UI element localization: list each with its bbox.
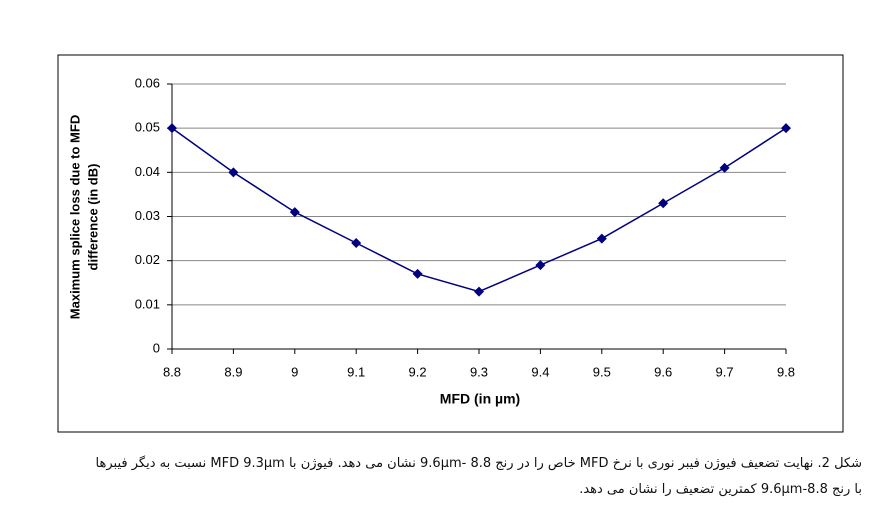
caption-line: با رنج 8.8-9.6µm کمترین تضعیف را نشان می… (579, 482, 862, 497)
y-axis-label: difference (in dB) (85, 164, 100, 271)
marker (535, 260, 546, 271)
marker (781, 123, 791, 134)
marker (474, 286, 484, 297)
x-tick-label: 9 (291, 364, 298, 379)
marker (719, 162, 730, 173)
marker (658, 198, 669, 209)
x-tick-label: 9.3 (470, 364, 488, 379)
series-line (171, 127, 787, 293)
caption-line: شکل 2. نهایت تضعیف فیوژن فیبر نوری با نر… (95, 456, 862, 471)
marker (596, 233, 607, 244)
y-tick-label: 0.04 (135, 164, 160, 179)
marker (351, 238, 362, 248)
y-tick-label: 0.06 (135, 75, 160, 90)
x-tick-label: 9.6 (654, 364, 672, 379)
y-tick-label: 0.03 (135, 208, 160, 223)
y-tick-label: 0 (153, 340, 160, 355)
x-tick-label: 9.8 (777, 364, 795, 379)
x-tick-label: 8.8 (163, 364, 181, 379)
marker (228, 167, 239, 178)
marker (412, 268, 423, 279)
x-axis-label: MFD (in µm) (440, 391, 520, 407)
x-tick-label: 9.4 (531, 364, 549, 379)
x-tick-label: 8.9 (224, 364, 242, 379)
x-tick-label: 9.5 (593, 364, 611, 379)
x-tick-label: 9.2 (409, 364, 427, 379)
chart: MFD (in µm) Maximum splice loss due to M… (57, 54, 844, 433)
chart-frame (57, 54, 844, 433)
marker (167, 123, 177, 134)
x-tick-label: 9.7 (716, 364, 734, 379)
x-tick-label: 9.1 (347, 364, 365, 379)
y-tick-label: 0.02 (135, 252, 160, 267)
y-tick-label: 0.05 (135, 120, 160, 135)
y-axis-label: Maximum splice loss due to MFD (67, 115, 82, 319)
marker (289, 207, 300, 218)
y-tick-label: 0.01 (135, 296, 160, 311)
